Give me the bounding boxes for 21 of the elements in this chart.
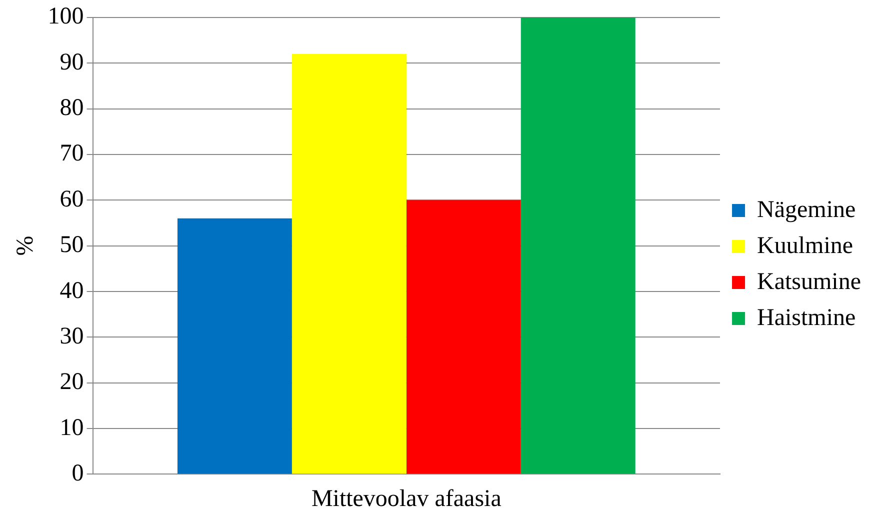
- y-tick-label: 40: [60, 278, 84, 304]
- y-tick-label: 10: [60, 414, 84, 441]
- legend-label: Katsumine: [757, 268, 862, 295]
- bar: [406, 200, 521, 474]
- y-tick-label: 50: [60, 232, 84, 258]
- y-tick-label: 70: [60, 140, 84, 167]
- y-tick-label: 90: [60, 49, 84, 76]
- y-tick-label: 100: [48, 4, 84, 30]
- y-tick-label: 30: [60, 323, 84, 350]
- y-tick-label: 20: [60, 369, 84, 396]
- y-tick-label: 60: [60, 186, 84, 212]
- y-tick-label: 80: [60, 95, 84, 122]
- bar: [177, 218, 292, 474]
- x-tick-label: Mittevoolav afaasia: [311, 486, 502, 512]
- legend-label: Nägemine: [757, 196, 856, 223]
- y-tick-label: 0: [72, 460, 84, 486]
- bar: [520, 17, 636, 474]
- legend-label: Kuulmine: [757, 232, 854, 259]
- y-axis-title: %: [12, 236, 39, 256]
- legend-label: Haistmine: [757, 304, 856, 331]
- bar: [292, 54, 406, 474]
